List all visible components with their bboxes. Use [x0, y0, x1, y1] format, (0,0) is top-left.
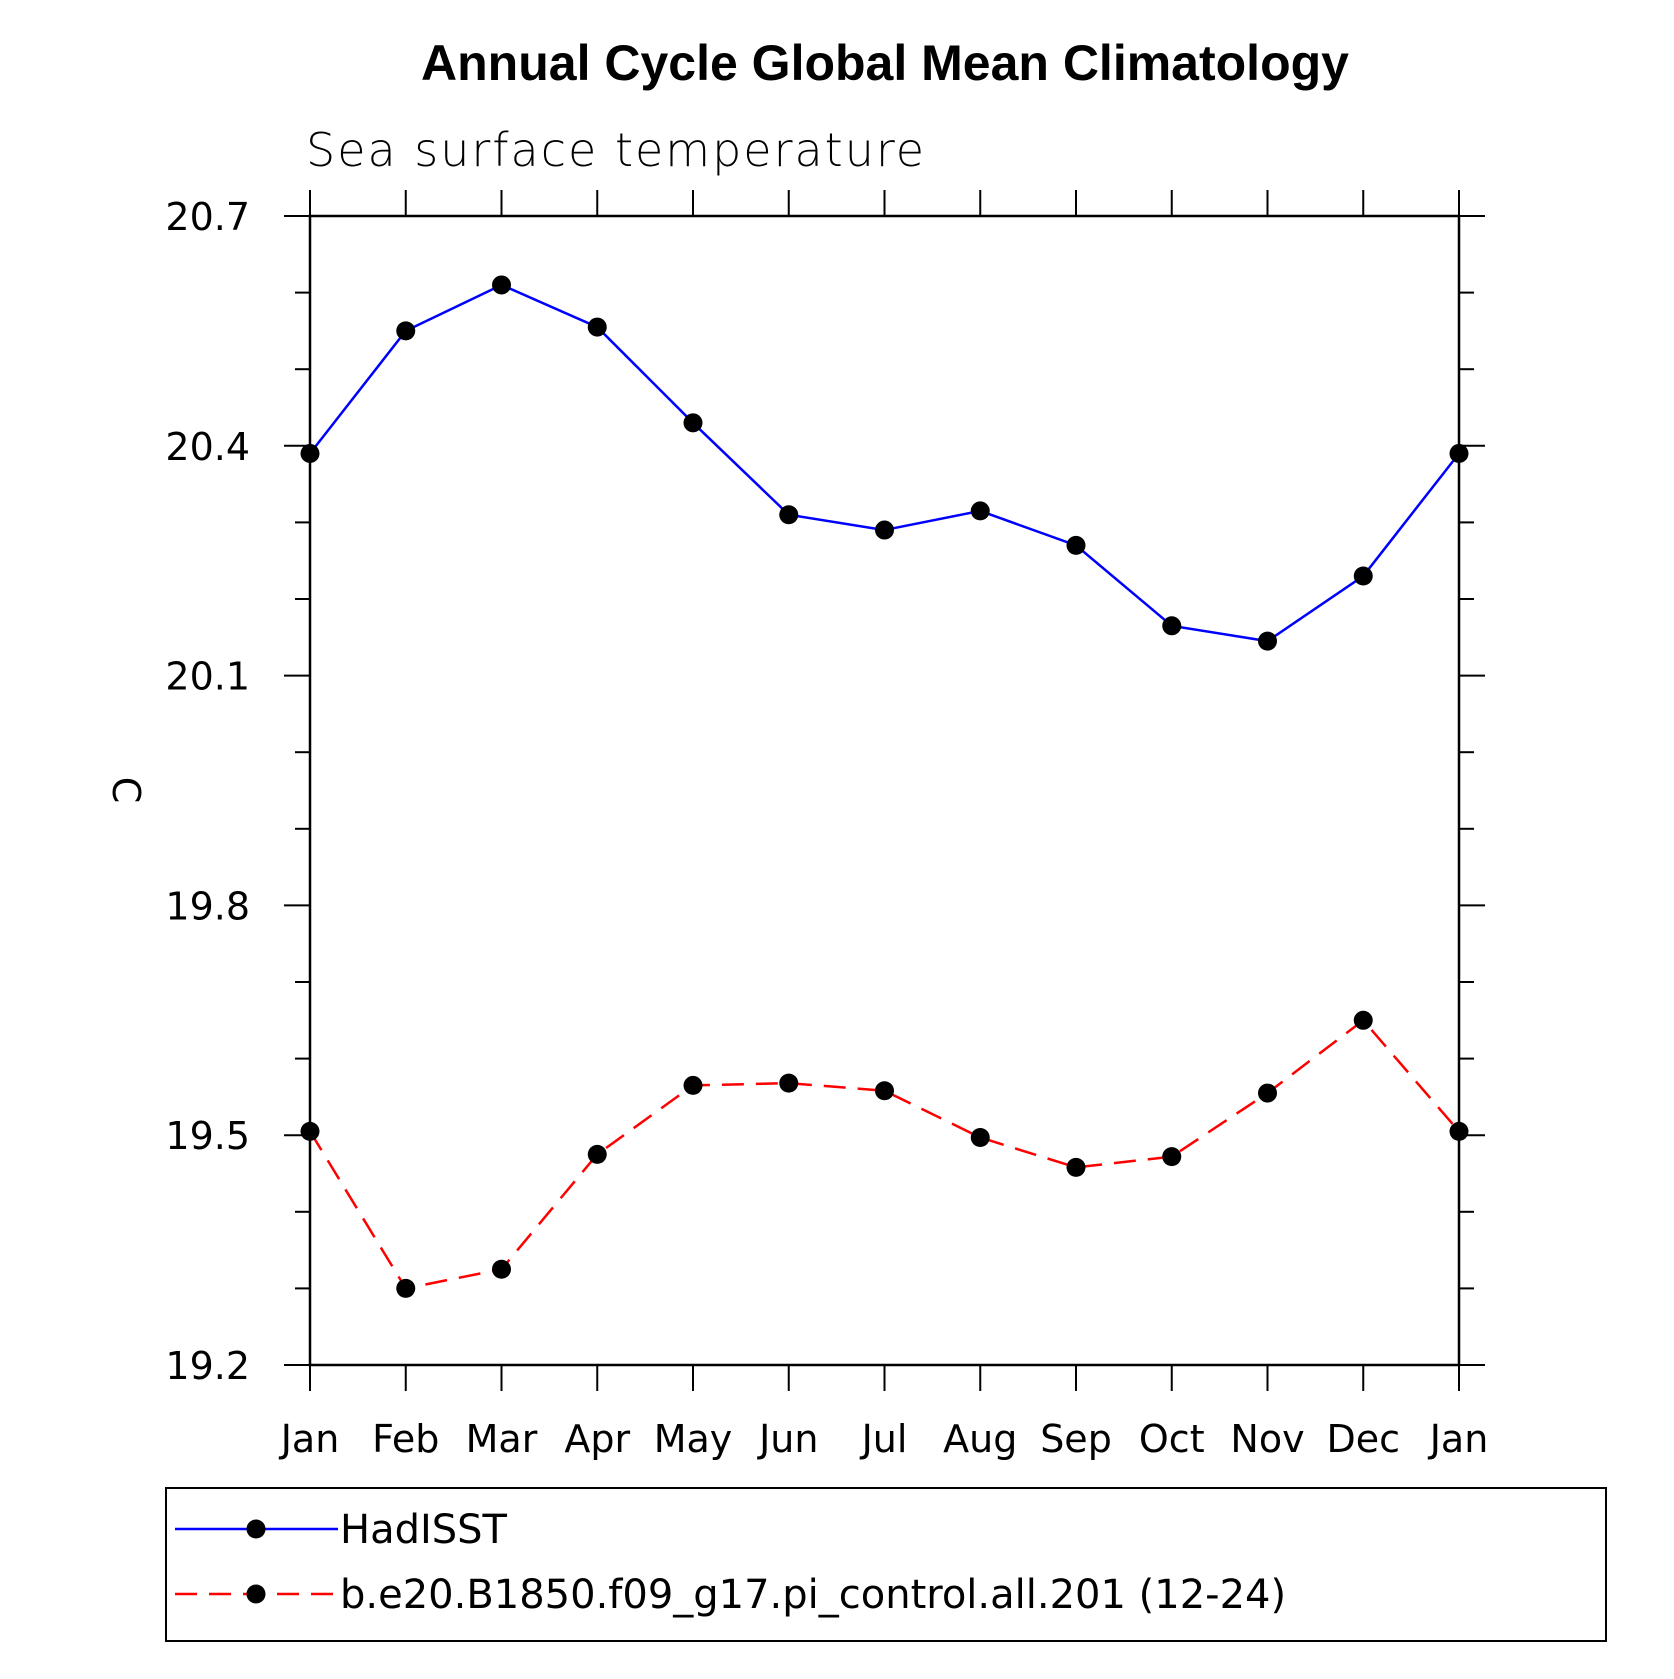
series-2-point — [970, 1127, 990, 1147]
x-tick-label: Dec — [1326, 1417, 1400, 1461]
y-axis-label: C — [104, 777, 148, 804]
series-1-point — [970, 501, 990, 521]
series-1-point — [1353, 566, 1373, 586]
axes: 20.7 20.4 20.1 19.8 19.5 19.2 Jan Feb Mar Apr May J… — [165, 190, 1488, 1461]
series-1-point — [300, 443, 320, 463]
series-2-point — [587, 1144, 607, 1164]
series-2-point — [396, 1278, 416, 1298]
series-2-point — [779, 1073, 799, 1093]
x-tick-label: Aug — [943, 1417, 1017, 1461]
plot-frame — [308, 214, 1461, 1367]
x-tick-label: Jan — [1428, 1417, 1489, 1461]
y-tick-label: 20.1 — [165, 655, 250, 699]
series-1-point — [779, 505, 799, 525]
series-line-1 — [309, 283, 1460, 643]
legend-marker-2 — [246, 1584, 266, 1604]
x-tick-label: May — [654, 1417, 733, 1461]
legend-label-1: HadISST — [340, 1507, 508, 1553]
series-2-point — [875, 1081, 894, 1101]
series-1-point — [1258, 631, 1277, 651]
series-2-point — [683, 1075, 703, 1095]
series-1-point — [683, 413, 703, 433]
y-tick-label: 19.5 — [165, 1114, 250, 1158]
series-layer — [300, 275, 1469, 1298]
series-line-2 — [308, 1018, 1460, 1290]
x-tick-label: Jan — [279, 1417, 340, 1461]
series-2-point — [1066, 1157, 1086, 1177]
legend: HadISST b.e20.B1850.f09_g17.pi_control.al… — [165, 1487, 1607, 1642]
x-tick-label: Oct — [1139, 1417, 1205, 1461]
chart-subtitle: Sea surface temperature — [306, 123, 926, 177]
chart-title: Annual Cycle Global Mean Climatology — [421, 35, 1349, 91]
x-tick-label: Jul — [860, 1417, 908, 1461]
legend-label-2: b.e20.B1850.f09_g17.pi_control.all.201 (… — [340, 1572, 1286, 1618]
x-tick-label: Feb — [372, 1417, 439, 1461]
x-tick-label: Sep — [1040, 1417, 1112, 1461]
series-1-point — [1162, 616, 1182, 636]
series-2-point — [492, 1259, 511, 1279]
y-tick-label: 19.8 — [165, 884, 250, 928]
series-2-point — [1353, 1010, 1373, 1030]
x-tick-label: Nov — [1230, 1417, 1304, 1461]
x-tick-label: Jun — [757, 1417, 818, 1461]
series-1-point — [1066, 535, 1086, 555]
x-tick-label: Apr — [564, 1417, 630, 1461]
y-tick-label: 20.4 — [165, 425, 250, 469]
y-tick-label: 20.7 — [165, 195, 250, 239]
series-2-point — [300, 1121, 320, 1141]
y-tick-label: 19.2 — [165, 1344, 250, 1388]
series-1-point — [492, 275, 511, 295]
series-2-point — [1258, 1083, 1277, 1103]
legend-box — [165, 1487, 1607, 1642]
series-1-point — [587, 317, 607, 337]
series-1-point — [396, 321, 416, 341]
legend-marker-1 — [246, 1519, 266, 1539]
series-1-point — [1449, 443, 1469, 463]
series-2-point — [1162, 1147, 1182, 1167]
x-tick-label: Mar — [466, 1417, 538, 1461]
series-2-point — [1449, 1121, 1469, 1141]
series-1-point — [875, 520, 894, 540]
